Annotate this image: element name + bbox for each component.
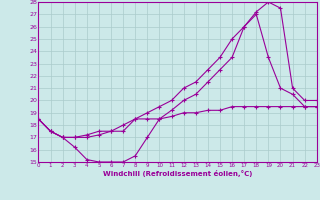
X-axis label: Windchill (Refroidissement éolien,°C): Windchill (Refroidissement éolien,°C) — [103, 170, 252, 177]
